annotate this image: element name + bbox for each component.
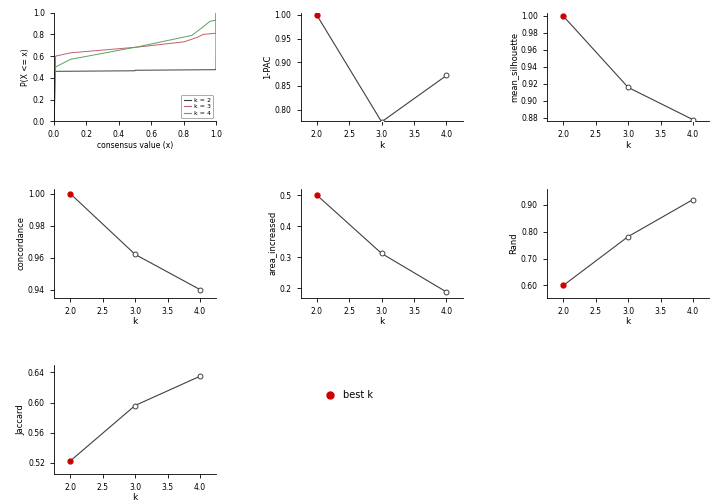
Y-axis label: P(X <= x): P(X <= x) [21,48,30,86]
Y-axis label: area_increased: area_increased [268,211,276,275]
X-axis label: consensus value (x): consensus value (x) [97,141,174,150]
X-axis label: k: k [626,317,631,326]
Y-axis label: 1-PAC: 1-PAC [263,55,271,79]
Y-axis label: Jaccard: Jaccard [16,404,25,435]
X-axis label: k: k [626,141,631,150]
Y-axis label: mean_silhouette: mean_silhouette [509,32,518,102]
Legend: k = 2, k = 3, k = 4: k = 2, k = 3, k = 4 [181,95,213,118]
X-axis label: k: k [132,493,138,502]
Y-axis label: concordance: concordance [16,216,25,270]
Y-axis label: Rand: Rand [509,232,518,254]
Text: best k: best k [343,391,373,401]
X-axis label: k: k [379,141,384,150]
X-axis label: k: k [132,317,138,326]
X-axis label: k: k [379,317,384,326]
